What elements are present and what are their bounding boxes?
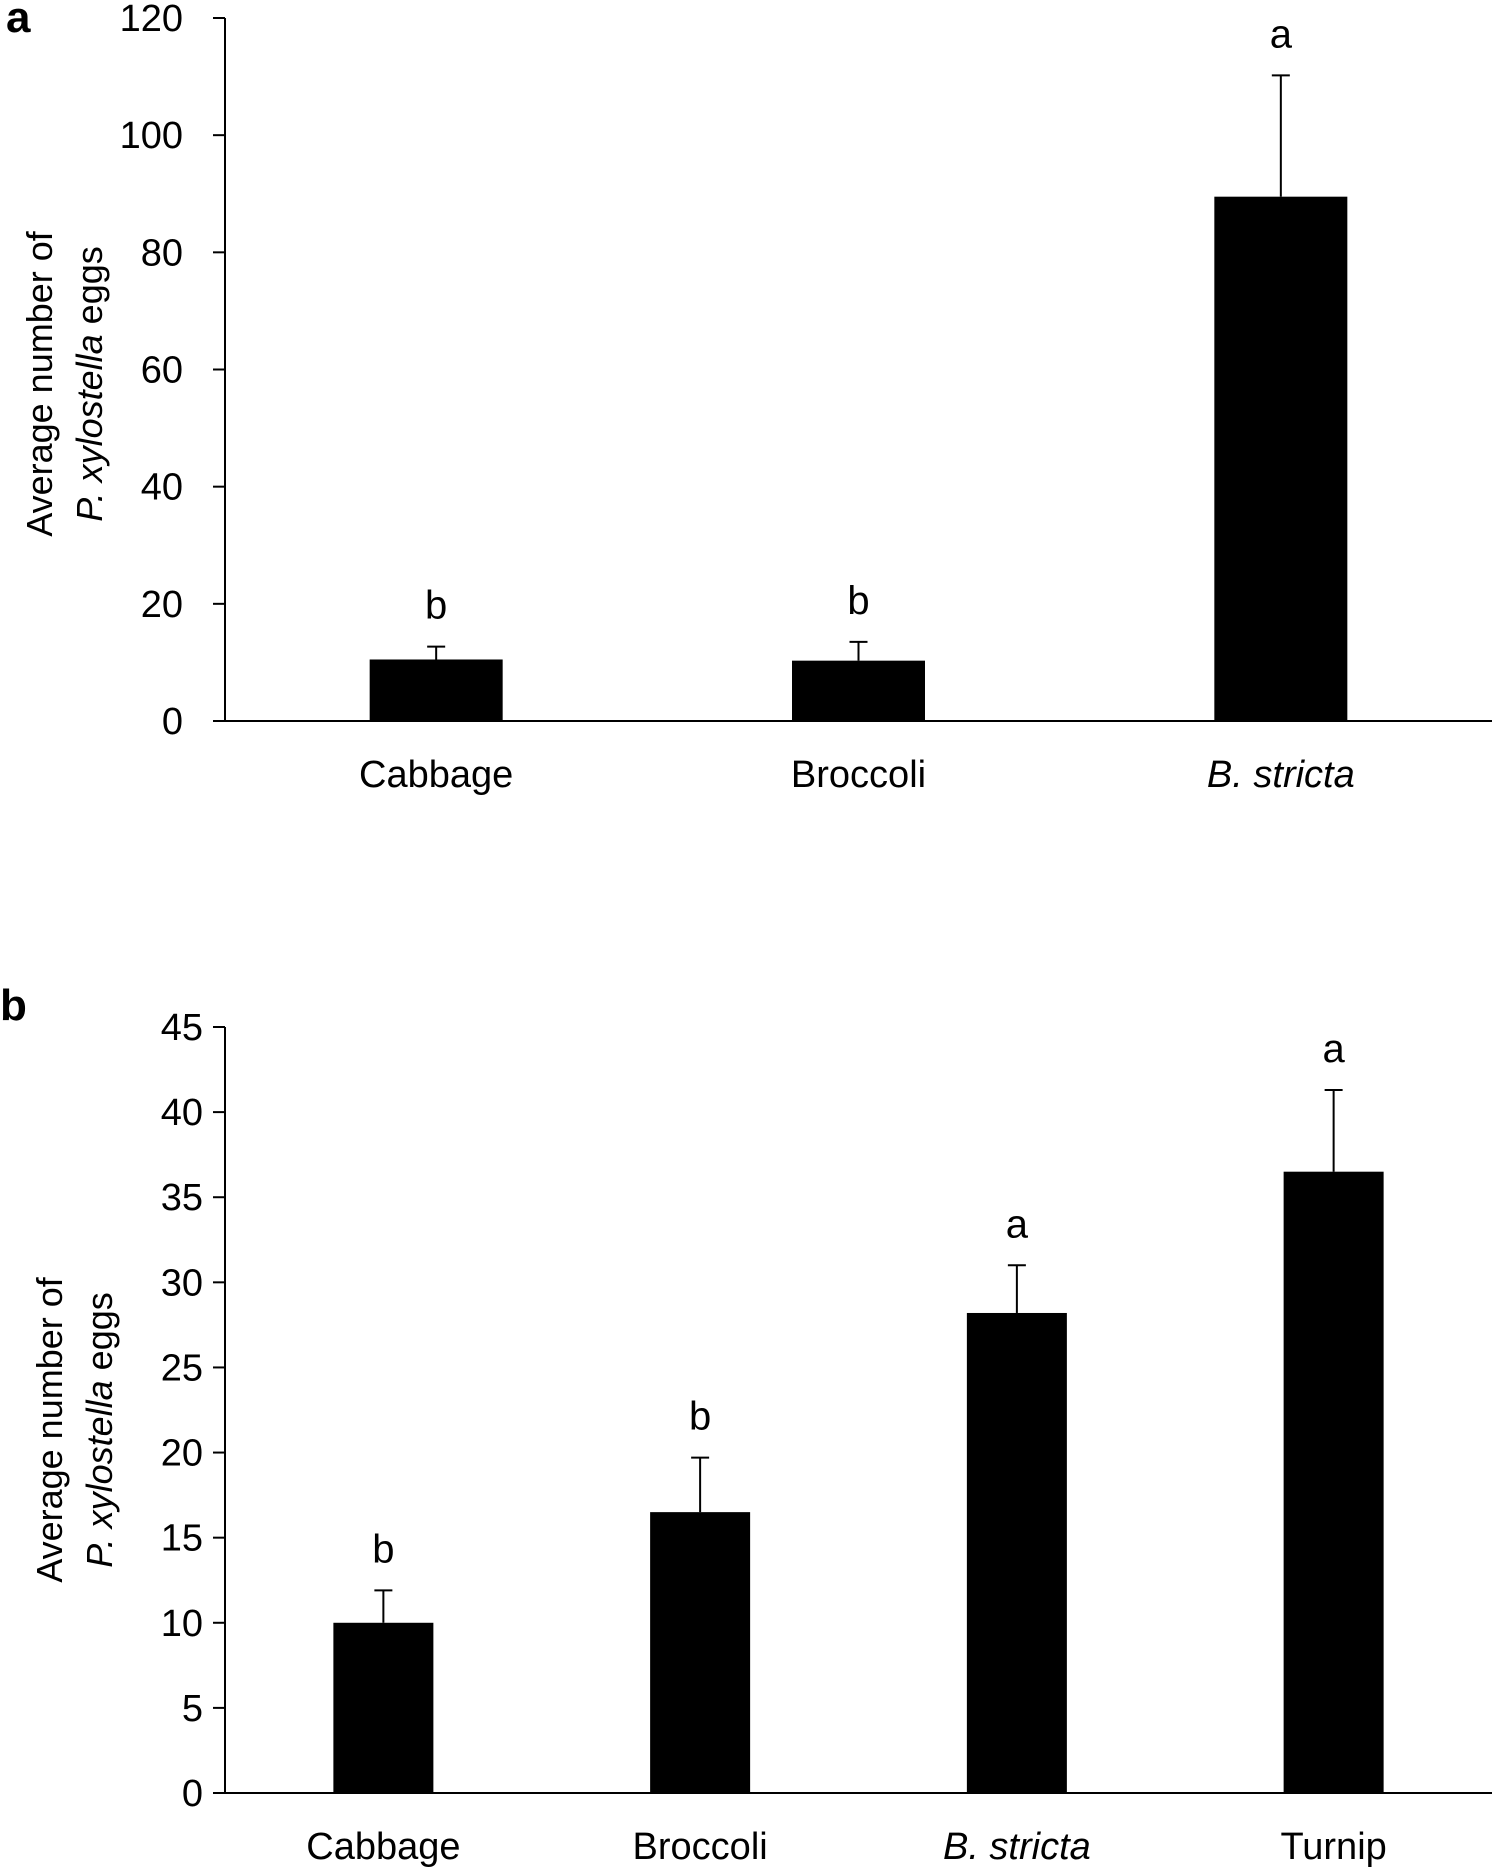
panel-a-plot-area: 0 20 40 60 80 100 120 b Cabbage b Broccoli a B. stri… xyxy=(120,0,1492,796)
panel-b-ylabel-line1: Average number of xyxy=(29,1276,70,1583)
panel-b-significance-label: b xyxy=(372,1527,394,1571)
panel-a-bar xyxy=(792,660,925,721)
panel-b-plot-area: 0 5 10 15 20 25 30 35 40 45 b Cabbage b Broccoli a B. s… xyxy=(161,1007,1492,1868)
panel-a-y-tick-label: 40 xyxy=(141,467,183,509)
panel-a-significance-label: b xyxy=(425,584,447,628)
panel-b-significance-label: a xyxy=(1323,1027,1346,1071)
panel-b-label: b xyxy=(0,981,27,1030)
panel-b-category-label: B. stricta xyxy=(943,1826,1091,1868)
panel-a-y-tick-label: 60 xyxy=(141,350,183,392)
panel-b-ylabel-species: P. xylostella xyxy=(79,1380,120,1567)
panel-a-ylabel-species: P. xylostella xyxy=(69,334,110,521)
panel-a-chart: a Average number of P. xylostella eggs 0… xyxy=(6,0,1492,796)
panel-a-y-tick-label: 120 xyxy=(120,0,183,40)
panel-b-y-tick-label: 15 xyxy=(161,1518,203,1560)
panel-b-y-tick-label: 5 xyxy=(182,1688,203,1730)
panel-a-y-tick-label: 20 xyxy=(141,584,183,626)
panel-a-y-tick-label: 0 xyxy=(162,701,183,743)
panel-a-bar xyxy=(369,659,503,721)
panel-a-category-label: Cabbage xyxy=(359,754,513,796)
panel-a-category-label: Broccoli xyxy=(791,754,926,796)
panel-b-bar xyxy=(333,1622,434,1793)
panel-b-bar xyxy=(966,1312,1067,1793)
panel-b-category-label: Cabbage xyxy=(306,1826,460,1868)
panel-b-y-tick-label: 45 xyxy=(161,1007,203,1049)
panel-a-ylabel-line2: P. xylostella eggs xyxy=(69,246,110,522)
panel-b-y-tick-label: 10 xyxy=(161,1603,203,1645)
panel-a-bar xyxy=(1214,196,1348,721)
panel-a-y-tick-label: 100 xyxy=(120,115,183,157)
panel-a-significance-label: a xyxy=(1270,12,1293,56)
panel-a-ylabel-eggs: eggs xyxy=(69,246,110,334)
panel-b-bar xyxy=(1283,1171,1384,1793)
panel-b-ylabel-line2: P. xylostella eggs xyxy=(79,1292,120,1568)
panel-a-category-label: B. stricta xyxy=(1207,754,1355,796)
panel-a-ylabel-line1: Average number of xyxy=(19,230,60,537)
panel-b-y-tick-label: 40 xyxy=(161,1092,203,1134)
panel-b-category-label: Turnip xyxy=(1280,1826,1386,1868)
panel-b-significance-label: a xyxy=(1006,1202,1029,1246)
panel-b-y-tick-label: 30 xyxy=(161,1262,203,1304)
panel-b-y-tick-label: 35 xyxy=(161,1177,203,1219)
panel-a-significance-label: b xyxy=(847,579,869,623)
panel-b-chart: b Average number of P. xylostella eggs 0… xyxy=(0,981,1492,1868)
panel-b-bar xyxy=(650,1512,751,1793)
panel-b-y-tick-label: 0 xyxy=(182,1773,203,1815)
panel-a-y-tick-label: 80 xyxy=(141,232,183,274)
panel-b-ylabel-eggs: eggs xyxy=(79,1292,120,1380)
panel-b-y-tick-label: 20 xyxy=(161,1433,203,1475)
panel-b-y-tick-label: 25 xyxy=(161,1347,203,1389)
panel-b-category-label: Broccoli xyxy=(633,1826,768,1868)
panel-a-label: a xyxy=(6,0,31,42)
panel-b-significance-label: b xyxy=(689,1395,711,1439)
